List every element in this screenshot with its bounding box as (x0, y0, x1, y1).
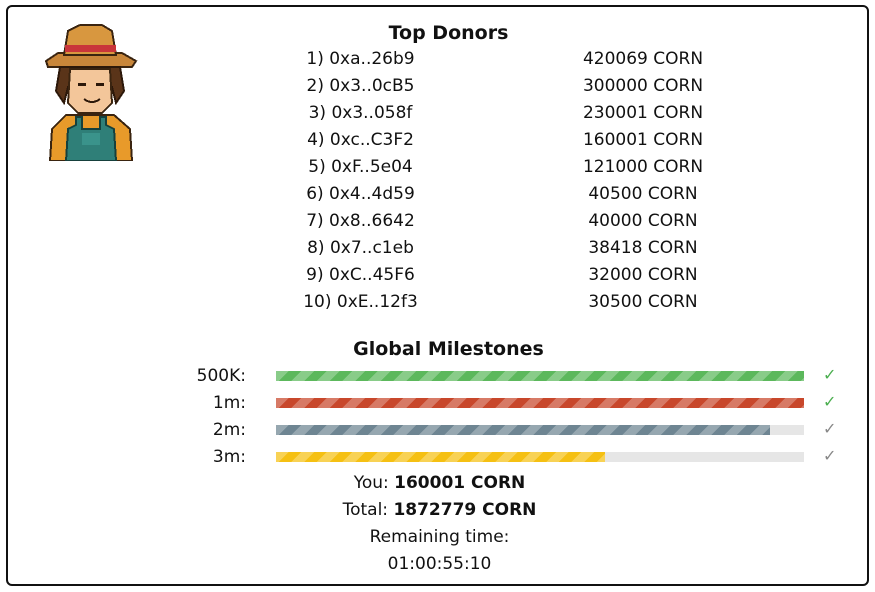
milestone-row: 2m: ✓ (8, 419, 871, 447)
donor-address: 6) 0x4..4d59 (306, 184, 415, 204)
donor-amount: 230001 CORN (582, 103, 704, 123)
check-icon: ✓ (823, 392, 837, 411)
farmer-avatar (44, 24, 138, 161)
milestone-row: 500K: ✓ (8, 365, 871, 393)
global-milestones-title: Global Milestones (353, 338, 544, 360)
you-label: You: (353, 473, 389, 493)
donor-amount: 40000 CORN (588, 211, 698, 231)
milestone-progress-bar (276, 398, 804, 408)
donation-panel: Top Donors 1) 0xa..26b9 420069 CORN 2) 0x3… (6, 5, 869, 586)
total-label: Total: (342, 500, 389, 520)
donor-amount: 38418 CORN (588, 238, 698, 258)
top-donors-title: Top Donors (388, 22, 509, 44)
milestone-progress-bar (276, 452, 804, 462)
milestone-progress-bar (276, 425, 804, 435)
donor-address: 2) 0x3..0cB5 (306, 76, 415, 96)
milestone-progress-fill (276, 371, 804, 381)
you-contribution: You: 160001 CORN (8, 473, 871, 493)
donor-address: 4) 0xc..C3F2 (307, 130, 414, 150)
milestone-label: 1m: (212, 393, 246, 413)
donor-address: 10) 0xE..12f3 (303, 292, 418, 312)
donor-amount: 121000 CORN (582, 157, 704, 177)
donor-amount: 160001 CORN (582, 130, 704, 150)
donor-row: 2) 0x3..0cB5 300000 CORN (8, 76, 871, 103)
total-value: 1872779 CORN (393, 500, 537, 520)
donor-row: 1) 0xa..26b9 420069 CORN (8, 49, 871, 76)
donor-row: 5) 0xF..5e04 121000 CORN (8, 157, 871, 184)
donor-address: 1) 0xa..26b9 (306, 49, 415, 69)
donor-address: 8) 0x7..c1eb (307, 238, 414, 258)
donor-amount: 32000 CORN (588, 265, 698, 285)
milestone-progress-fill (276, 452, 606, 462)
donor-row: 9) 0xC..45F6 32000 CORN (8, 265, 871, 292)
donor-amount: 30500 CORN (588, 292, 698, 312)
check-icon: ✓ (823, 446, 837, 465)
check-icon: ✓ (823, 419, 837, 438)
donor-row: 4) 0xc..C3F2 160001 CORN (8, 130, 871, 157)
remaining-time-value: 01:00:55:10 (387, 554, 492, 574)
milestone-label: 3m: (212, 447, 246, 467)
donor-row: 10) 0xE..12f3 30500 CORN (8, 292, 871, 319)
donor-address: 9) 0xC..45F6 (306, 265, 415, 285)
check-icon: ✓ (823, 365, 837, 384)
donor-row: 8) 0x7..c1eb 38418 CORN (8, 238, 871, 265)
milestone-progress-fill (276, 425, 771, 435)
milestone-row: 3m: ✓ (8, 446, 871, 474)
remaining-time-label: Remaining time: (369, 527, 510, 547)
donor-address: 3) 0x3..058f (308, 103, 413, 123)
milestone-label: 2m: (212, 420, 246, 440)
donor-address: 7) 0x8..6642 (306, 211, 415, 231)
donor-amount: 40500 CORN (588, 184, 698, 204)
total-contribution: Total: 1872779 CORN (8, 500, 871, 520)
milestone-row: 1m: ✓ (8, 392, 871, 420)
donor-address: 5) 0xF..5e04 (308, 157, 413, 177)
you-value: 160001 CORN (394, 473, 526, 493)
milestone-progress-fill (276, 398, 804, 408)
milestone-progress-bar (276, 371, 804, 381)
milestone-label: 500K: (196, 366, 246, 386)
donor-amount: 420069 CORN (582, 49, 704, 69)
donor-row: 3) 0x3..058f 230001 CORN (8, 103, 871, 130)
donor-amount: 300000 CORN (582, 76, 704, 96)
donor-row: 6) 0x4..4d59 40500 CORN (8, 184, 871, 211)
donor-row: 7) 0x8..6642 40000 CORN (8, 211, 871, 238)
